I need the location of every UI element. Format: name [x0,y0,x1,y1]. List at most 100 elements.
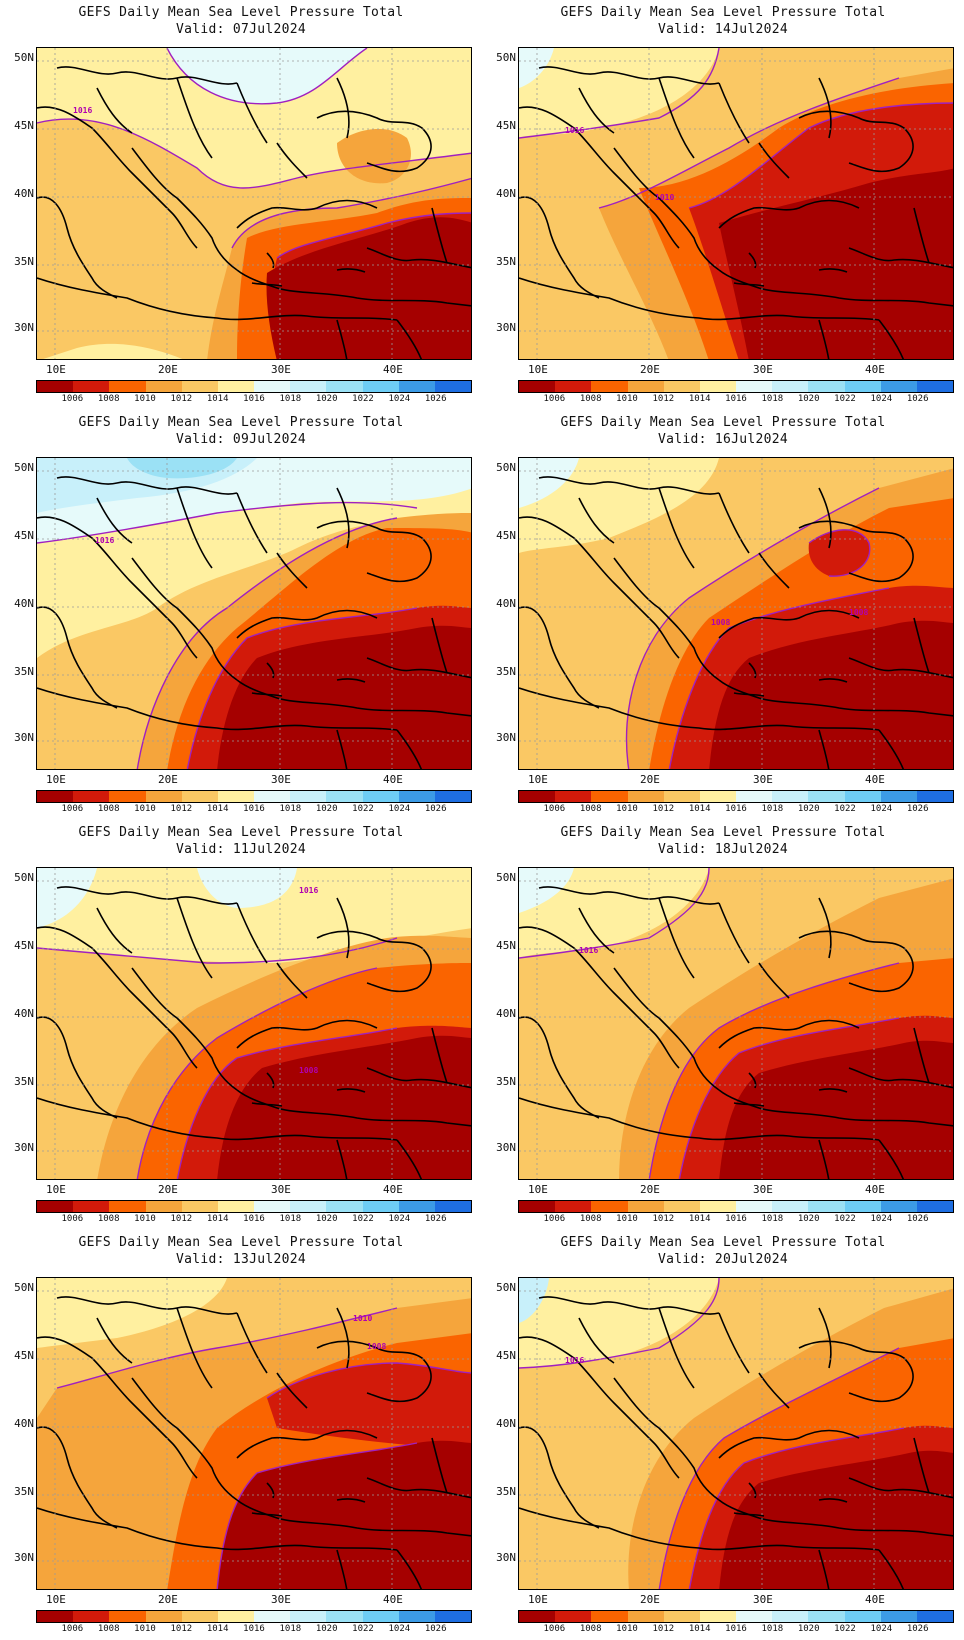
colorbar-label: 1018 [279,1214,302,1224]
coastline [613,557,720,681]
coastline [37,106,198,249]
coastline [758,142,790,179]
pressure-map-svg [37,868,471,1179]
longitude-label: 30E [753,773,773,786]
isobar-label: 1008 [367,1342,387,1351]
colorbar-label: 1018 [761,804,784,814]
colorbar [36,1610,472,1623]
coastline [848,1067,953,1089]
colorbar-label: 1006 [61,394,84,404]
coastline [366,1477,471,1499]
coastline [718,902,750,964]
colorbar-label: 1006 [543,394,566,404]
colorbar-label: 1022 [352,394,374,404]
latitude-label: 40N [496,1417,516,1430]
colorbar-swatch [254,1201,291,1212]
colorbar-label: 1022 [834,394,856,404]
colorbar-swatch [736,1611,773,1622]
longitude-label: 30E [271,1183,291,1196]
pressure-map-svg [37,1278,471,1589]
colorbar-swatch [73,791,110,802]
coastline [366,247,471,269]
colorbar-label: 1010 [616,804,638,814]
isobar-line [136,517,398,769]
pressure-band [519,458,579,508]
longitude-label: 40E [383,1183,403,1196]
colorbar-swatch [326,381,363,392]
coastline [519,1507,880,1551]
isobar-label: 1016 [565,126,585,135]
coastline [431,207,448,264]
longitude-label: 40E [865,363,885,376]
colorbar-swatch [181,381,218,392]
panel-title: GEFS Daily Mean Sea Level Pressure Total [560,825,886,840]
coastline [176,1307,213,1389]
latitude-label: 40N [14,1007,34,1020]
colorbar-label: 1010 [616,1624,638,1634]
colorbar-label: 1010 [134,394,156,404]
coastline [96,907,133,954]
colorbar-swatch [217,791,255,802]
latitude-label: 30N [496,1551,516,1564]
coastline [396,729,423,769]
panel-title: GEFS Daily Mean Sea Level Pressure Total [560,1235,886,1250]
coastline [336,678,366,683]
latitude-label: 45N [14,119,34,132]
colorbar-label: 1022 [834,1214,856,1224]
coastline [37,1507,398,1551]
colorbar-swatch [290,1611,327,1622]
colorbar-swatch [772,381,809,392]
colorbar-label: 1026 [424,394,447,404]
coastline [236,609,378,639]
colorbar-swatch [145,791,182,802]
pressure-map: 1016 [36,457,472,770]
coastline [748,252,757,269]
coastline [266,252,275,269]
colorbar-label: 1018 [761,394,784,404]
longitude-label: 20E [640,363,660,376]
colorbar-swatch [290,791,327,802]
latitude-label: 45N [14,939,34,952]
latitude-label: 50N [14,51,34,64]
latitude-label: 30N [496,321,516,334]
colorbar-swatch [217,381,255,392]
colorbar-swatch [290,381,327,392]
isobar-line [276,212,471,259]
panel-title: GEFS Daily Mean Sea Level Pressure Total [78,825,404,840]
colorbar-label: 1006 [61,804,84,814]
colorbar-label: 1024 [870,1624,893,1634]
colorbar-swatch [145,381,182,392]
longitude-label: 30E [753,1183,773,1196]
isobar-label: 1016 [95,536,115,545]
colorbar-label: 1010 [134,804,156,814]
latitude-label: 40N [14,597,34,610]
colorbar-swatch [627,1201,664,1212]
latitude-label: 35N [496,665,516,678]
coastline [913,1437,930,1494]
latitude-label: 50N [496,1281,516,1294]
colorbar-swatch [808,1611,845,1622]
isobar-line [519,1278,720,1369]
longitude-label: 20E [158,1183,178,1196]
colorbar-swatch [555,791,592,802]
longitude-label: 40E [383,363,403,376]
colorbar-swatch [772,1611,809,1622]
longitude-label: 10E [46,1183,66,1196]
panel-valid-date: Valid: 11Jul2024 [175,842,307,857]
coastline [733,1512,765,1517]
panel-title: GEFS Daily Mean Sea Level Pressure Total [560,415,886,430]
coastline [236,82,268,144]
colorbar-label: 1018 [279,804,302,814]
coastline [519,277,880,321]
coastline [818,1139,830,1179]
coastline [236,679,471,717]
colorbar-label: 1026 [424,1214,447,1224]
colorbar-swatch [772,791,809,802]
coastline [818,268,848,273]
coastline [658,897,695,979]
colorbar-swatch [555,381,592,392]
latitude-label: 45N [14,529,34,542]
latitude-label: 35N [496,1075,516,1088]
colorbar-label: 1012 [652,394,675,404]
colorbar-label: 1012 [652,804,675,814]
